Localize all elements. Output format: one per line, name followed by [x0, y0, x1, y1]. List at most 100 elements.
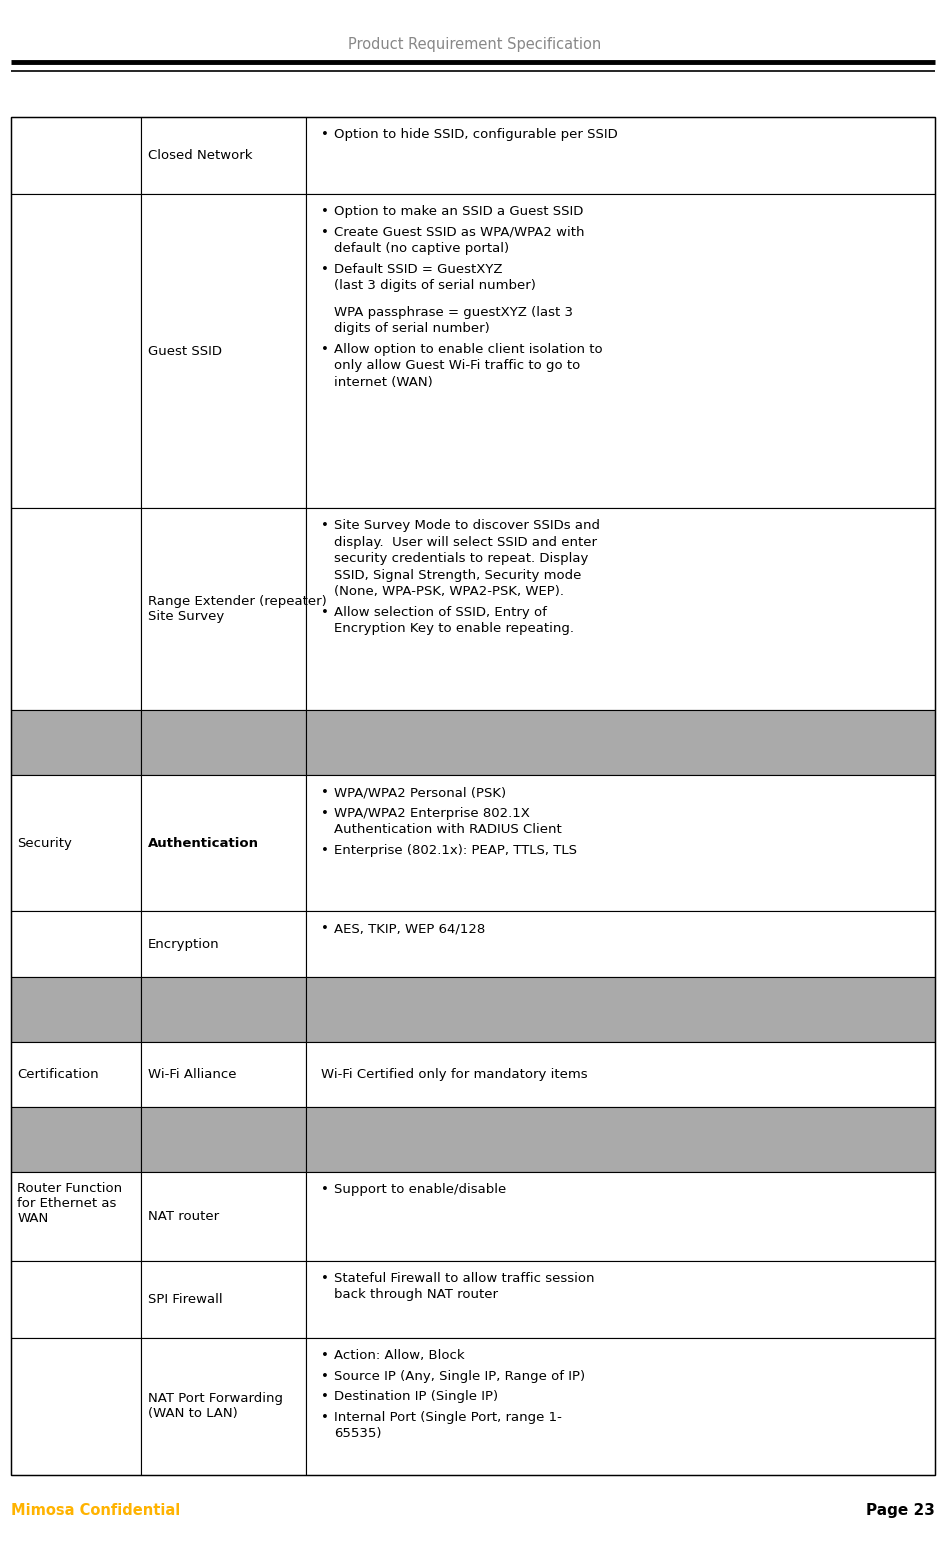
Text: Range Extender (repeater)
Site Survey: Range Extender (repeater) Site Survey	[148, 596, 327, 624]
Text: back through NAT router: back through NAT router	[334, 1289, 499, 1302]
Bar	[141, 117, 306, 195]
Text: display.  User will select SSID and enter: display. User will select SSID and enter	[334, 536, 598, 548]
Bar	[306, 1261, 935, 1339]
Bar	[11, 117, 141, 195]
Bar	[11, 195, 141, 508]
Text: NAT router: NAT router	[148, 1210, 219, 1223]
Bar	[141, 508, 306, 710]
Text: Action: Allow, Block: Action: Allow, Block	[334, 1349, 466, 1362]
Text: •: •	[321, 519, 329, 533]
Text: Security: Security	[17, 837, 72, 849]
Bar	[11, 508, 141, 710]
Text: •: •	[321, 843, 329, 857]
Text: Internal Port (Single Port, range 1-: Internal Port (Single Port, range 1-	[334, 1411, 562, 1424]
Bar	[141, 1172, 306, 1261]
Bar	[11, 775, 141, 911]
Text: •: •	[321, 1183, 329, 1197]
Bar	[141, 1339, 306, 1475]
Text: Encryption Key to enable repeating.: Encryption Key to enable repeating.	[334, 622, 575, 636]
Bar	[306, 195, 935, 508]
Text: •: •	[321, 605, 329, 619]
Bar	[141, 977, 306, 1042]
Text: security credentials to repeat. Display: security credentials to repeat. Display	[334, 553, 589, 565]
Text: Wi-Fi Alliance: Wi-Fi Alliance	[148, 1068, 237, 1081]
Text: •: •	[321, 225, 329, 239]
Text: Authentication: Authentication	[148, 837, 259, 849]
Text: Allow selection of SSID, Entry of: Allow selection of SSID, Entry of	[334, 605, 547, 619]
Text: Guest SSID: Guest SSID	[148, 344, 222, 358]
Text: •: •	[321, 1370, 329, 1382]
Bar	[306, 911, 935, 977]
Bar	[11, 1107, 141, 1172]
Bar	[141, 1107, 306, 1172]
Text: Allow option to enable client isolation to: Allow option to enable client isolation …	[334, 343, 603, 357]
Text: •: •	[321, 786, 329, 798]
Bar	[141, 1042, 306, 1107]
Text: Site Survey Mode to discover SSIDs and: Site Survey Mode to discover SSIDs and	[334, 519, 600, 533]
Text: WPA/WPA2 Enterprise 802.1X: WPA/WPA2 Enterprise 802.1X	[334, 806, 530, 820]
Text: Authentication with RADIUS Client: Authentication with RADIUS Client	[334, 823, 562, 837]
Text: internet (WAN): internet (WAN)	[334, 375, 433, 389]
Text: Option to make an SSID a Guest SSID: Option to make an SSID a Guest SSID	[334, 205, 583, 218]
Text: WPA/WPA2 Personal (PSK): WPA/WPA2 Personal (PSK)	[334, 786, 506, 798]
Text: Product Requirement Specification: Product Requirement Specification	[349, 37, 601, 52]
Text: Stateful Firewall to allow traffic session: Stateful Firewall to allow traffic sessi…	[334, 1272, 595, 1285]
Text: •: •	[321, 1349, 329, 1362]
Text: Support to enable/disable: Support to enable/disable	[334, 1183, 506, 1197]
Bar	[306, 977, 935, 1042]
Bar	[11, 1172, 141, 1261]
Bar	[11, 117, 935, 1475]
Bar	[141, 775, 306, 911]
Text: Encryption: Encryption	[148, 937, 219, 951]
Bar	[11, 1339, 141, 1475]
Text: Closed Network: Closed Network	[148, 150, 253, 162]
Text: SPI Firewall: SPI Firewall	[148, 1294, 223, 1306]
Text: Source IP (Any, Single IP, Range of IP): Source IP (Any, Single IP, Range of IP)	[334, 1370, 585, 1382]
Text: AES, TKIP, WEP 64/128: AES, TKIP, WEP 64/128	[334, 922, 485, 936]
Bar	[11, 977, 141, 1042]
Bar	[11, 1042, 141, 1107]
Text: Option to hide SSID, configurable per SSID: Option to hide SSID, configurable per SS…	[334, 128, 618, 141]
Bar	[141, 710, 306, 775]
Bar	[141, 1261, 306, 1339]
Bar	[141, 195, 306, 508]
Text: •: •	[321, 128, 329, 141]
Bar	[306, 710, 935, 775]
Text: Certification: Certification	[17, 1068, 99, 1081]
Bar	[306, 508, 935, 710]
Bar	[306, 117, 935, 195]
Text: Mimosa Confidential: Mimosa Confidential	[11, 1502, 180, 1518]
Text: (None, WPA-PSK, WPA2-PSK, WEP).: (None, WPA-PSK, WPA2-PSK, WEP).	[334, 585, 564, 598]
Text: SSID, Signal Strength, Security mode: SSID, Signal Strength, Security mode	[334, 568, 581, 582]
Bar	[306, 1042, 935, 1107]
Text: Destination IP (Single IP): Destination IP (Single IP)	[334, 1390, 499, 1403]
Bar	[141, 911, 306, 977]
Text: (last 3 digits of serial number): (last 3 digits of serial number)	[334, 279, 536, 292]
Text: •: •	[321, 343, 329, 357]
Text: Enterprise (802.1x): PEAP, TTLS, TLS: Enterprise (802.1x): PEAP, TTLS, TLS	[334, 843, 578, 857]
Bar	[306, 1339, 935, 1475]
Bar	[306, 1107, 935, 1172]
Bar	[11, 911, 141, 977]
Text: •: •	[321, 262, 329, 276]
Text: Page 23: Page 23	[866, 1502, 935, 1518]
Text: NAT Port Forwarding
(WAN to LAN): NAT Port Forwarding (WAN to LAN)	[148, 1393, 283, 1420]
Text: •: •	[321, 1411, 329, 1424]
Text: •: •	[321, 1390, 329, 1403]
Text: default (no captive portal): default (no captive portal)	[334, 242, 509, 255]
Text: 65535): 65535)	[334, 1427, 382, 1441]
Text: only allow Guest Wi-Fi traffic to go to: only allow Guest Wi-Fi traffic to go to	[334, 360, 580, 372]
Text: Router Function
for Ethernet as
WAN: Router Function for Ethernet as WAN	[17, 1183, 123, 1224]
Bar	[306, 775, 935, 911]
Text: digits of serial number): digits of serial number)	[334, 323, 490, 335]
Bar	[306, 1172, 935, 1261]
Bar	[11, 1261, 141, 1339]
Text: •: •	[321, 205, 329, 218]
Text: •: •	[321, 806, 329, 820]
Text: Wi-Fi Certified only for mandatory items: Wi-Fi Certified only for mandatory items	[321, 1068, 588, 1081]
Bar	[11, 710, 141, 775]
Text: Create Guest SSID as WPA/WPA2 with: Create Guest SSID as WPA/WPA2 with	[334, 225, 585, 239]
Text: WPA passphrase = guestXYZ (last 3: WPA passphrase = guestXYZ (last 3	[334, 306, 574, 318]
Text: •: •	[321, 922, 329, 936]
Text: •: •	[321, 1272, 329, 1285]
